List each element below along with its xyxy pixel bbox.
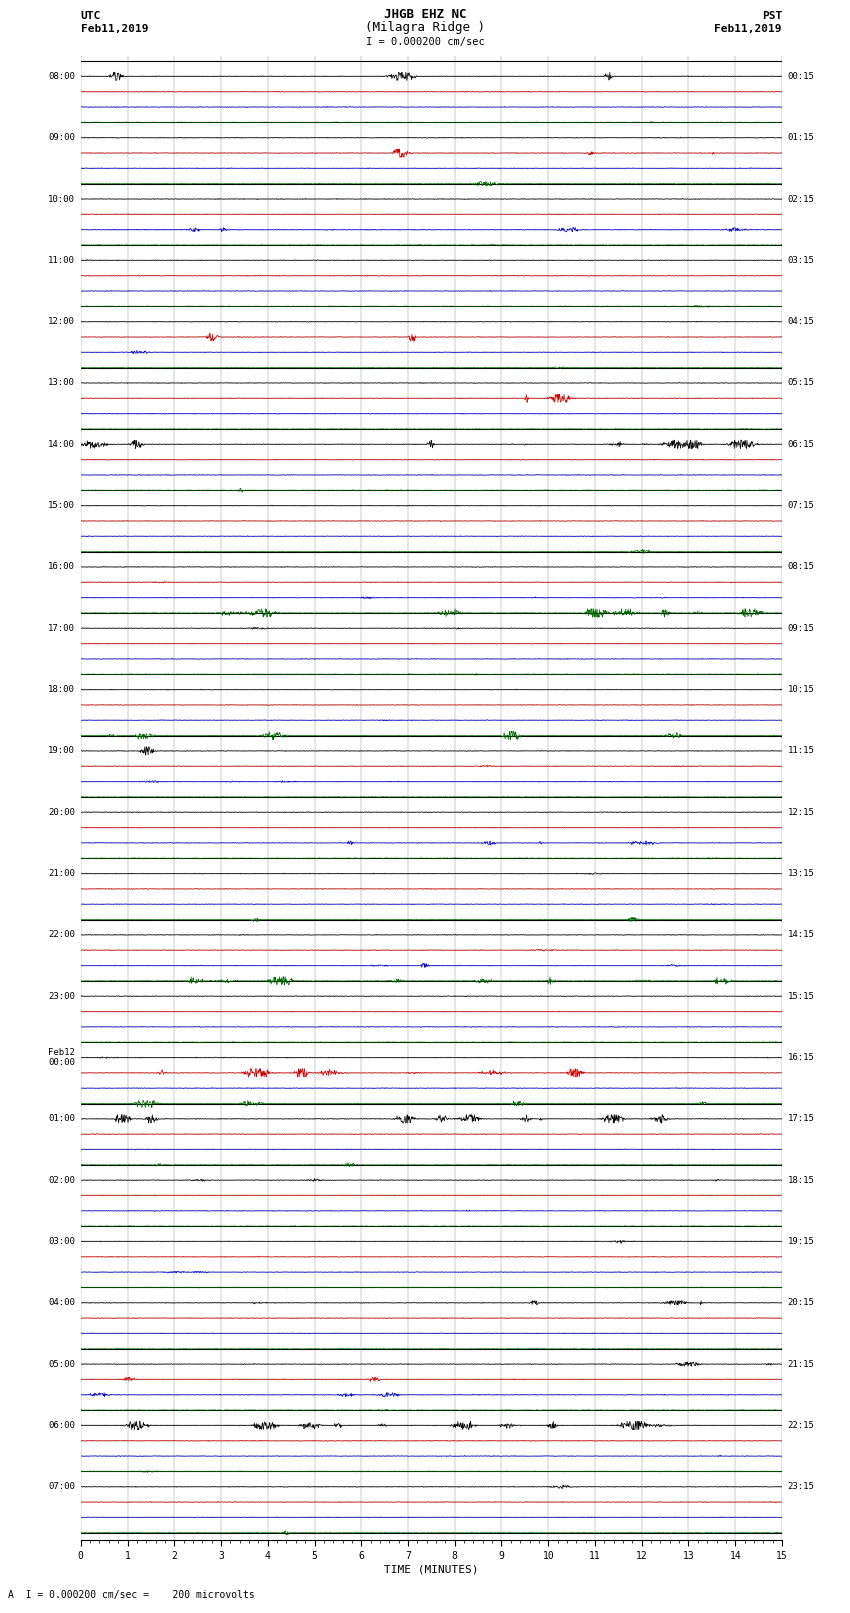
- Text: 19:15: 19:15: [788, 1237, 814, 1245]
- Text: 22:15: 22:15: [788, 1421, 814, 1431]
- Text: 07:15: 07:15: [788, 502, 814, 510]
- Text: 15:15: 15:15: [788, 992, 814, 1000]
- Text: 07:00: 07:00: [48, 1482, 75, 1492]
- Text: 09:00: 09:00: [48, 134, 75, 142]
- Text: 03:00: 03:00: [48, 1237, 75, 1245]
- Text: 06:00: 06:00: [48, 1421, 75, 1431]
- Text: UTC: UTC: [81, 11, 101, 21]
- Text: 23:00: 23:00: [48, 992, 75, 1000]
- Text: 12:15: 12:15: [788, 808, 814, 816]
- Text: 10:00: 10:00: [48, 195, 75, 203]
- Text: 15:00: 15:00: [48, 502, 75, 510]
- Text: (Milagra Ridge ): (Milagra Ridge ): [365, 21, 485, 34]
- Text: 00:15: 00:15: [788, 73, 814, 81]
- Text: JHGB EHZ NC: JHGB EHZ NC: [383, 8, 467, 21]
- Text: 18:00: 18:00: [48, 686, 75, 694]
- Text: 16:15: 16:15: [788, 1053, 814, 1061]
- Text: Feb11,2019: Feb11,2019: [81, 24, 148, 34]
- Text: 02:00: 02:00: [48, 1176, 75, 1184]
- Text: 10:15: 10:15: [788, 686, 814, 694]
- Text: 08:00: 08:00: [48, 73, 75, 81]
- Text: 17:00: 17:00: [48, 624, 75, 632]
- Text: 19:00: 19:00: [48, 747, 75, 755]
- Text: 05:00: 05:00: [48, 1360, 75, 1368]
- Text: 04:00: 04:00: [48, 1298, 75, 1307]
- Text: 20:00: 20:00: [48, 808, 75, 816]
- Text: PST: PST: [762, 11, 782, 21]
- Text: 18:15: 18:15: [788, 1176, 814, 1184]
- Text: 01:15: 01:15: [788, 134, 814, 142]
- Text: 02:15: 02:15: [788, 195, 814, 203]
- Text: 04:15: 04:15: [788, 318, 814, 326]
- Text: 20:15: 20:15: [788, 1298, 814, 1307]
- Text: 09:15: 09:15: [788, 624, 814, 632]
- Text: 01:00: 01:00: [48, 1115, 75, 1123]
- Text: Feb12
00:00: Feb12 00:00: [48, 1048, 75, 1068]
- Text: 11:15: 11:15: [788, 747, 814, 755]
- Text: I = 0.000200 cm/sec: I = 0.000200 cm/sec: [366, 37, 484, 47]
- Text: 03:15: 03:15: [788, 256, 814, 265]
- Text: 06:15: 06:15: [788, 440, 814, 448]
- Text: 11:00: 11:00: [48, 256, 75, 265]
- Text: 08:15: 08:15: [788, 563, 814, 571]
- Text: Feb11,2019: Feb11,2019: [715, 24, 782, 34]
- Text: 05:15: 05:15: [788, 379, 814, 387]
- Text: 14:15: 14:15: [788, 931, 814, 939]
- Text: 16:00: 16:00: [48, 563, 75, 571]
- Text: 22:00: 22:00: [48, 931, 75, 939]
- Text: 21:00: 21:00: [48, 869, 75, 877]
- Text: 13:00: 13:00: [48, 379, 75, 387]
- X-axis label: TIME (MINUTES): TIME (MINUTES): [384, 1565, 479, 1574]
- Text: A  I = 0.000200 cm/sec =    200 microvolts: A I = 0.000200 cm/sec = 200 microvolts: [8, 1590, 255, 1600]
- Text: 17:15: 17:15: [788, 1115, 814, 1123]
- Text: 13:15: 13:15: [788, 869, 814, 877]
- Text: 21:15: 21:15: [788, 1360, 814, 1368]
- Text: 23:15: 23:15: [788, 1482, 814, 1492]
- Text: 14:00: 14:00: [48, 440, 75, 448]
- Text: 12:00: 12:00: [48, 318, 75, 326]
